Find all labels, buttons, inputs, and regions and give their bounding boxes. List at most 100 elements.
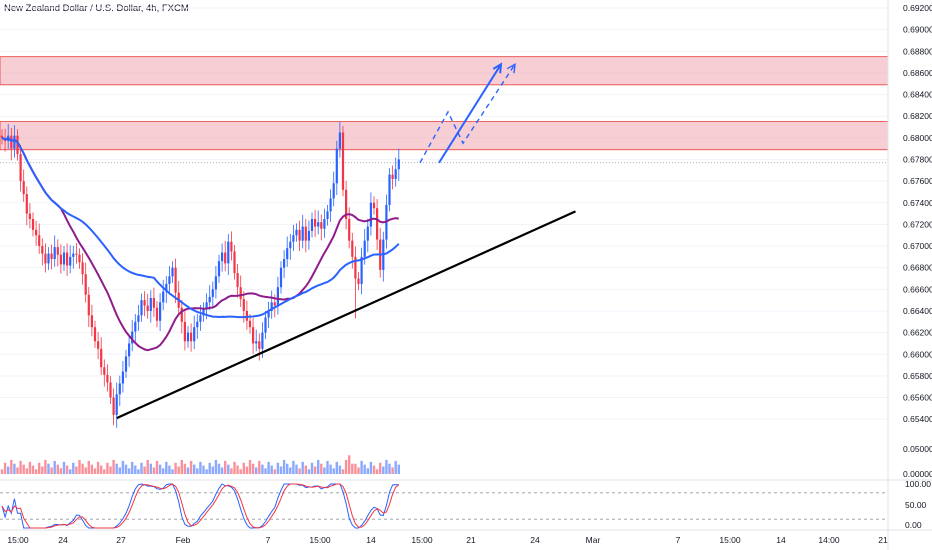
candle — [0, 129, 4, 145]
volume-bar — [189, 460, 193, 474]
candle-body — [103, 367, 106, 375]
candle — [190, 323, 193, 352]
volume-bar — [41, 466, 44, 474]
price-tick-label: 0.67800 — [903, 154, 932, 164]
time-tick-label: Mar — [586, 535, 601, 545]
volume-bar — [214, 459, 218, 474]
volume-bar — [47, 463, 50, 474]
volume-bar — [310, 462, 314, 474]
volume-bar — [220, 467, 224, 474]
volume-bar — [3, 462, 7, 474]
candle-body — [159, 302, 162, 321]
candle-body — [211, 289, 214, 297]
candle — [115, 382, 118, 428]
candle — [245, 300, 248, 330]
candle — [208, 285, 211, 311]
volume-bar — [140, 462, 143, 474]
moving-average-blue — [1, 136, 400, 319]
volume-bar — [177, 466, 180, 474]
candle — [214, 265, 217, 299]
candle-body — [28, 213, 31, 219]
candle — [38, 223, 41, 254]
candle-body — [35, 229, 38, 236]
candle-body — [62, 252, 66, 265]
candle-body — [273, 302, 276, 306]
volume-bar — [53, 460, 56, 474]
candle — [193, 315, 196, 350]
candle-body — [292, 235, 295, 242]
volume-bar — [22, 464, 25, 474]
volume-bar — [233, 461, 236, 474]
candle-body — [369, 202, 372, 227]
volume-bar — [301, 461, 304, 474]
volume-bar — [264, 468, 267, 474]
candle — [174, 258, 177, 303]
candle-body — [202, 308, 205, 316]
candle-body — [128, 343, 131, 357]
volume-bar — [388, 463, 391, 474]
volume-bar — [7, 466, 10, 474]
time-tick-label: 14 — [366, 535, 376, 545]
candle — [323, 208, 326, 238]
volume-bar — [168, 465, 171, 474]
volume-bar — [87, 460, 90, 474]
candle-body — [84, 274, 87, 295]
candle — [292, 224, 295, 251]
candle — [171, 261, 174, 283]
candle-body — [186, 332, 190, 342]
candle — [112, 388, 115, 426]
candle-body — [199, 315, 202, 322]
candle-body — [227, 241, 230, 264]
candle — [372, 196, 376, 215]
volume-bar — [208, 462, 211, 474]
price-tick-label: 0.67200 — [903, 219, 932, 229]
candle-body — [66, 252, 69, 266]
candle-body — [267, 310, 270, 318]
candle — [329, 189, 332, 222]
candle-body — [354, 256, 357, 279]
volume-bar — [90, 464, 94, 474]
volume-bar — [273, 469, 276, 474]
volume-bar — [81, 463, 84, 474]
volume-bar — [50, 467, 53, 474]
time-tick-label: 15:00 — [309, 535, 331, 545]
price-tick-label: 0.67600 — [903, 176, 932, 186]
candle-body — [329, 198, 332, 212]
volume-bar — [363, 464, 366, 474]
volume-bar — [118, 467, 121, 474]
candle — [100, 337, 103, 376]
volume-bar — [391, 467, 394, 474]
candle-body — [363, 240, 366, 257]
volume-bar — [38, 462, 41, 474]
candle-body — [100, 348, 103, 368]
volume-bar — [199, 461, 202, 474]
candle — [227, 233, 230, 276]
volume-bar — [72, 462, 75, 474]
volume-bar — [44, 459, 47, 474]
candle-body — [345, 189, 348, 219]
volume-bar — [25, 468, 28, 474]
candle — [304, 218, 307, 253]
volume-bar — [270, 465, 273, 474]
candle — [233, 244, 236, 280]
candles — [0, 122, 400, 428]
candle — [25, 186, 28, 226]
candle-body — [168, 276, 171, 284]
candle — [106, 364, 109, 392]
candle-body — [298, 229, 301, 241]
volume-bar — [75, 466, 78, 474]
candle — [382, 231, 385, 282]
volume-bar — [230, 468, 233, 474]
volume-bar — [143, 466, 146, 474]
volume-bar — [202, 465, 205, 474]
volume-bar — [28, 461, 32, 474]
candle-body — [25, 194, 28, 214]
candle — [128, 334, 131, 367]
volume-bar — [236, 465, 239, 474]
candle — [283, 249, 286, 279]
candle-body — [317, 222, 320, 227]
candle — [35, 220, 38, 246]
candle-body — [394, 169, 397, 179]
volume-bar — [205, 469, 208, 474]
